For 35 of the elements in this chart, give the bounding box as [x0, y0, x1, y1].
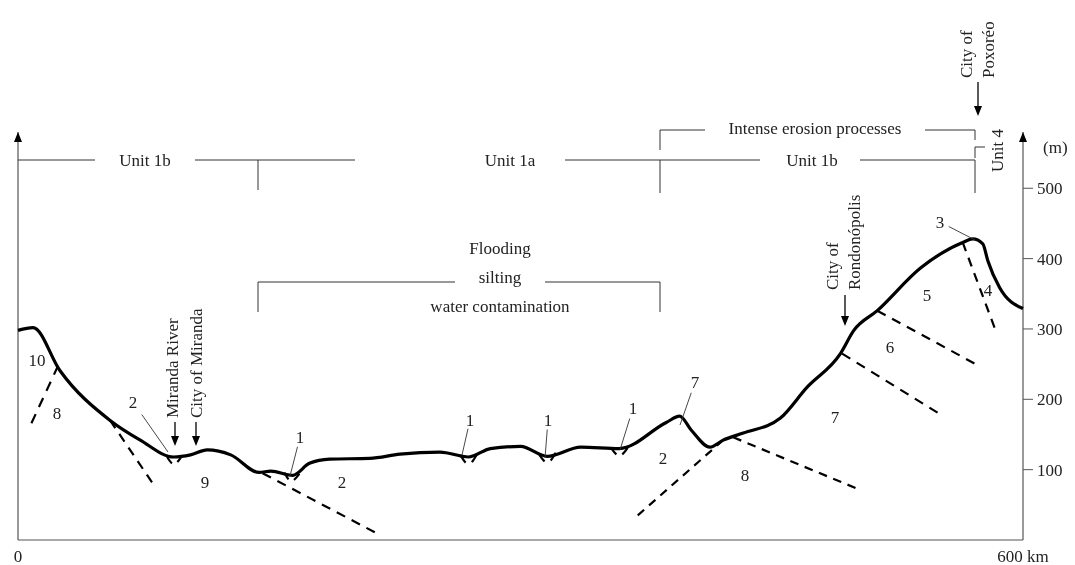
annotation: City of Rondonópolis	[823, 194, 864, 290]
annotation: Unit 4	[988, 128, 1007, 172]
annotation: Intense erosion processes	[728, 119, 902, 138]
y-axis-title: (m)	[1043, 138, 1068, 157]
annotation: 8	[740, 466, 750, 485]
annotation: 2	[128, 393, 138, 412]
y-tick-label: 100	[1037, 460, 1063, 480]
annotation: 5	[922, 286, 932, 305]
annotation: 1	[295, 428, 305, 447]
annotation: 2	[337, 473, 347, 492]
annotation: Unit 1b	[786, 151, 838, 170]
annotation: 7	[690, 373, 700, 392]
y-tick-label: 500	[1037, 179, 1063, 199]
x-tick-label: 600 km	[997, 547, 1049, 565]
y-tick-label: 300	[1037, 319, 1063, 339]
annotation: 3	[935, 213, 945, 232]
annotation: 2	[658, 449, 668, 468]
text: City of Poxoréo	[957, 21, 998, 78]
annotation: 1	[543, 411, 553, 430]
annotation: 10	[28, 351, 46, 370]
annotation: Unit 1b	[119, 151, 171, 170]
annotation: 9	[200, 473, 210, 492]
annotation: City of Miranda	[187, 308, 206, 418]
annotation: Miranda River	[163, 318, 182, 418]
annotation: 1	[628, 399, 638, 418]
annotation: 6	[885, 338, 895, 357]
annotation: 8	[52, 404, 62, 423]
annotation: 7	[830, 408, 840, 427]
annotation: 1	[465, 411, 475, 430]
annotation: Unit 1a	[484, 151, 536, 170]
y-tick-label: 400	[1037, 249, 1063, 269]
annotation: 4	[983, 281, 993, 300]
x-tick-label: 0	[13, 547, 23, 565]
annotation: Flooding silting water contamination	[430, 239, 571, 316]
y-tick-label: 200	[1037, 390, 1063, 410]
